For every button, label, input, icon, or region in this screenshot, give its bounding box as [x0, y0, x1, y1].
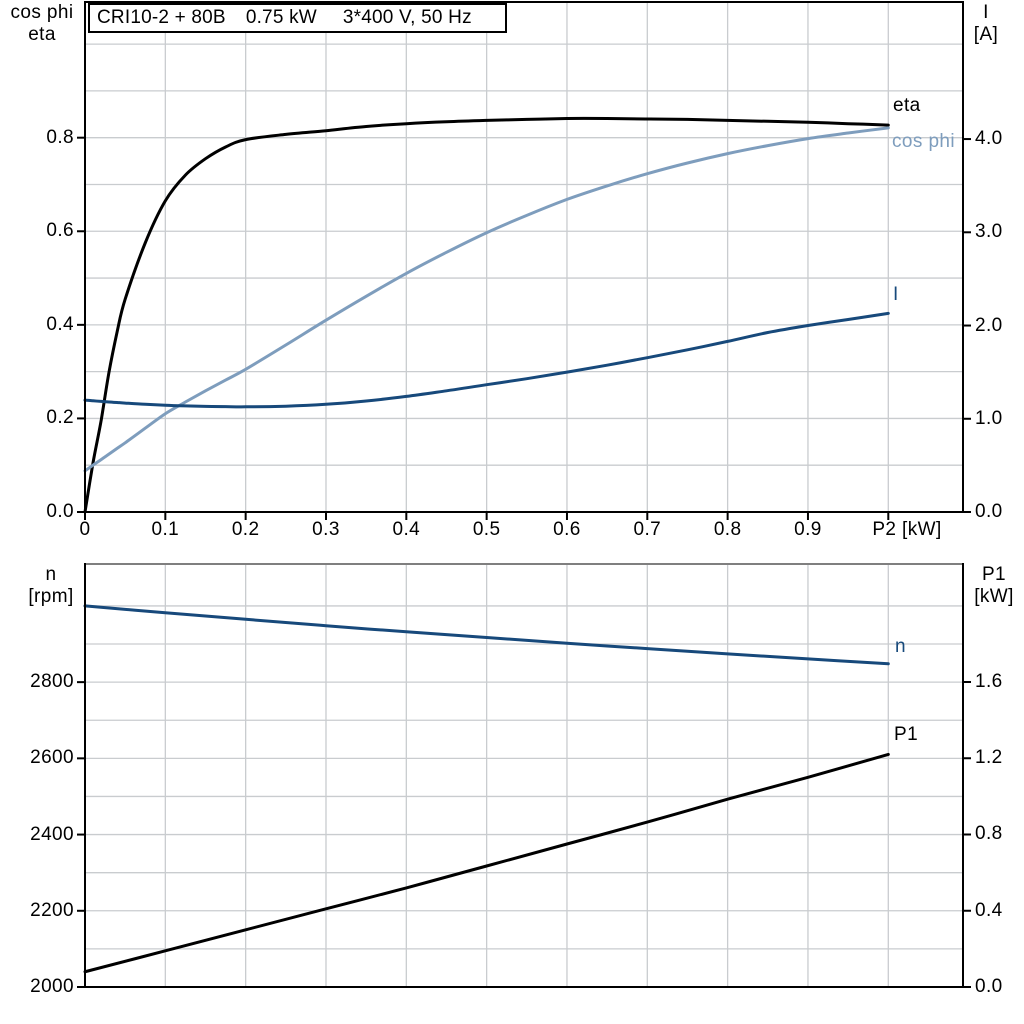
left-axis-tick-label: 0.6	[46, 220, 74, 242]
chart-1	[77, 563, 971, 988]
p1-axis-label: P1	[981, 564, 1007, 585]
eta-axis-label: eta	[28, 24, 56, 45]
pump-power-label: 0.75 kW	[245, 7, 317, 28]
left-axis-tick-label: 2600	[30, 747, 74, 769]
right-axis-tick-label: 0.8	[975, 823, 1003, 845]
cos-phi-axis-label: cos phi	[10, 2, 74, 23]
curve-eta	[83, 116, 890, 514]
x-axis-tick-label: 0.6	[553, 519, 581, 540]
x-axis-tick-label: 0.8	[713, 519, 742, 540]
right-axis-tick-label: 3.0	[975, 221, 1003, 243]
right-axis-tick-label: 0.0	[975, 976, 1003, 997]
pump-supply-label: 3*400 V, 50 Hz	[342, 7, 472, 28]
bottom-left-axis-title: n [rpm]	[9, 564, 93, 608]
chart-0	[77, 1, 971, 520]
left-axis-tick-label: 2000	[30, 976, 74, 997]
curve-cos-phi	[83, 126, 890, 473]
left-axis-tick-label: 0.4	[46, 313, 74, 335]
right-axis-tick-label: 1.6	[975, 670, 1003, 692]
p1-unit-label: [kW]	[974, 586, 1014, 607]
current-unit-label: [A]	[973, 24, 999, 45]
right-axis-tick-label: 4.0	[975, 128, 1003, 150]
left-axis-tick-label: 0.2	[46, 407, 74, 429]
left-axis-tick-label: 2400	[30, 823, 74, 845]
current-axis-label: I	[983, 2, 989, 23]
curve-P1	[83, 752, 890, 974]
x-axis-tick-label: 0.5	[472, 519, 501, 540]
curve-n	[83, 604, 890, 666]
curve-label-cos-phi: cos phi	[892, 131, 956, 152]
right-axis-tick-label: 0.4	[975, 899, 1003, 921]
left-axis-tick-label: 2800	[30, 671, 74, 693]
left-axis-tick-label: 0.8	[46, 126, 74, 148]
x-axis-tick-label: 0.1	[151, 519, 180, 540]
x-axis-tick-label: 0.7	[633, 519, 662, 540]
left-axis-tick-label: 0.0	[46, 501, 74, 522]
x-axis-tick-label: 0.3	[312, 519, 340, 540]
curve-label-P1: P1	[894, 724, 919, 745]
x-axis-tick-label: 0.4	[392, 519, 421, 540]
curve-label-I: I	[893, 284, 899, 305]
top-right-axis-title: I [A]	[958, 2, 1014, 46]
bottom-right-axis-title: P1 [kW]	[964, 564, 1024, 608]
left-axis-tick-label: 2200	[30, 899, 74, 921]
x-axis-tick-label: 0	[79, 519, 91, 540]
right-axis-tick-label: 1.2	[975, 747, 1003, 769]
curve-label-eta: eta	[893, 95, 921, 116]
x-axis-tick-label: 0.2	[231, 519, 260, 540]
top-left-axis-title: cos phi eta	[0, 2, 84, 46]
right-axis-tick-label: 1.0	[975, 407, 1003, 429]
x-axis-unit-label: P2 [kW]	[872, 519, 942, 540]
chart-title-box: CRI10-2 + 80B 0.75 kW 3*400 V, 50 Hz	[88, 3, 507, 33]
speed-axis-label: n	[45, 564, 57, 585]
right-axis-tick-label: 2.0	[975, 314, 1003, 336]
curve-label-n: n	[895, 636, 906, 657]
curve-I	[83, 311, 890, 409]
x-axis-tick-label: 0.9	[794, 519, 822, 540]
right-axis-tick-label: 0.0	[975, 501, 1003, 522]
speed-unit-label: [rpm]	[28, 586, 74, 607]
pump-model-label: CRI10-2 + 80B	[97, 7, 226, 28]
